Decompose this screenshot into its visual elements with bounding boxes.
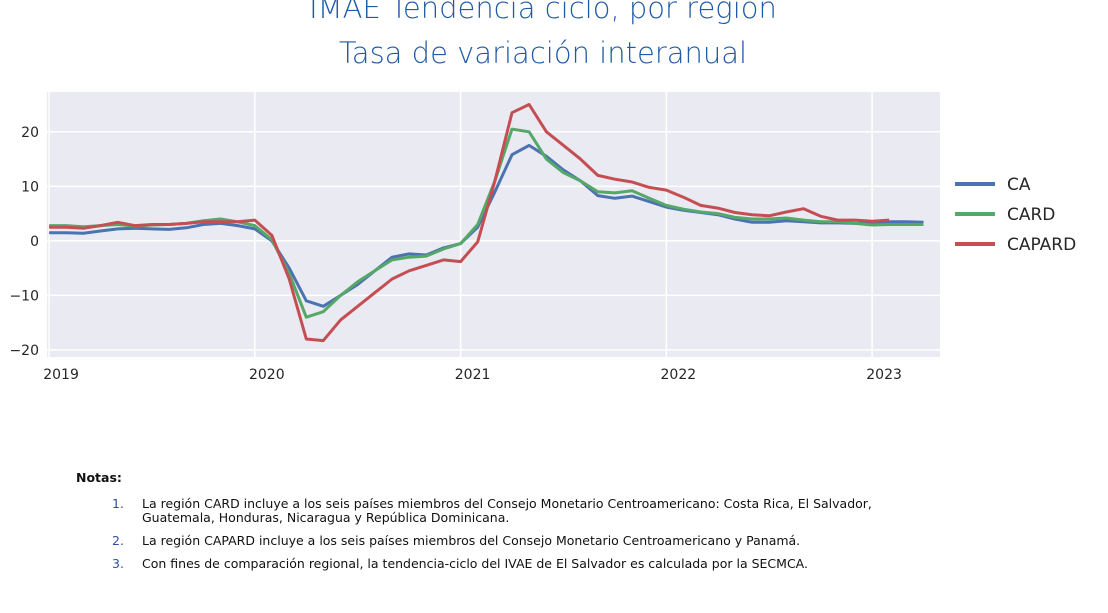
notes-title: Notas: [76,470,122,485]
y-tick-label: −20 [9,343,39,359]
note-number: 3. [112,556,124,571]
x-tick-label: 2022 [661,367,697,383]
y-tick-label: 0 [30,234,39,250]
legend-label: CARD [1007,205,1055,225]
chart-subtitle: Tasa de variación interanual [339,36,747,70]
y-tick-label: −10 [9,288,39,304]
note-item: 2. La región CAPARD incluye a los seis pa… [112,534,976,548]
chart: IMAE Tendencia ciclo, por región Tasa de… [9,0,1076,383]
note-number: 1. [112,496,124,511]
note-item: 1. La región CARD incluye a los seis país… [112,497,976,525]
legend-label: CAPARD [1007,235,1076,255]
note-item: 3. Con fines de comparación regional, la … [112,557,976,571]
legend-label: CA [1007,175,1031,195]
x-tick-label: 2019 [43,367,79,383]
y-tick-label: 20 [21,125,39,141]
chart-title: IMAE Tendencia ciclo, por región [309,0,777,25]
note-text: La región CARD incluye a los seis países… [142,496,872,525]
x-tick-label: 2021 [455,367,491,383]
series-line [49,103,890,343]
note-number: 2. [112,533,124,548]
y-tick-label: 10 [21,179,39,195]
notes: Notas: 1. La región CARD incluye a los se… [76,470,976,580]
note-text: La región CAPARD incluye a los seis país… [142,533,801,548]
x-tick-label: 2020 [249,367,285,383]
note-text: Con fines de comparación regional, la te… [142,556,808,571]
x-tick-label: 2023 [866,367,902,383]
